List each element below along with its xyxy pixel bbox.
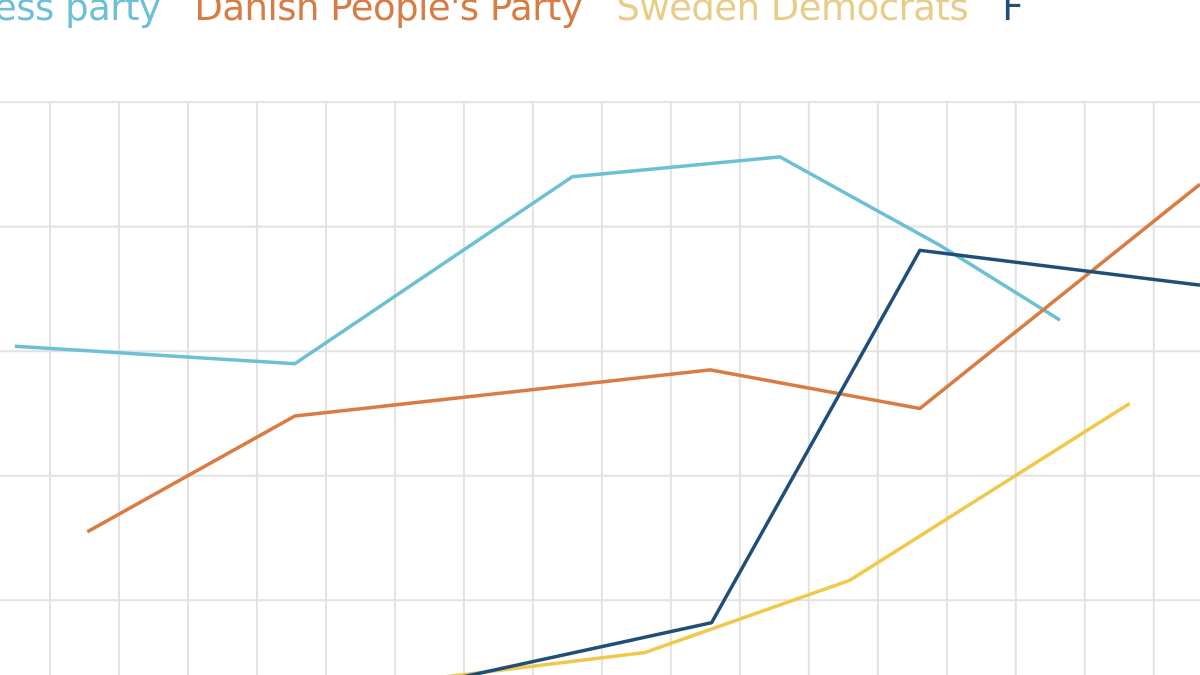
legend-entry: Sweden Democrats	[616, 0, 969, 29]
legend-entry: Danish People's Party	[194, 0, 583, 29]
legend-entry: ess party	[0, 0, 161, 29]
legend: ess party Danish People's Party Sweden Dem…	[0, 0, 1057, 29]
series-line-1	[86, 182, 1200, 534]
series-line-2	[446, 402, 1131, 675]
series-line-0	[14, 155, 1061, 366]
legend-entry: F	[1002, 0, 1024, 29]
series-line-3	[463, 248, 1200, 675]
